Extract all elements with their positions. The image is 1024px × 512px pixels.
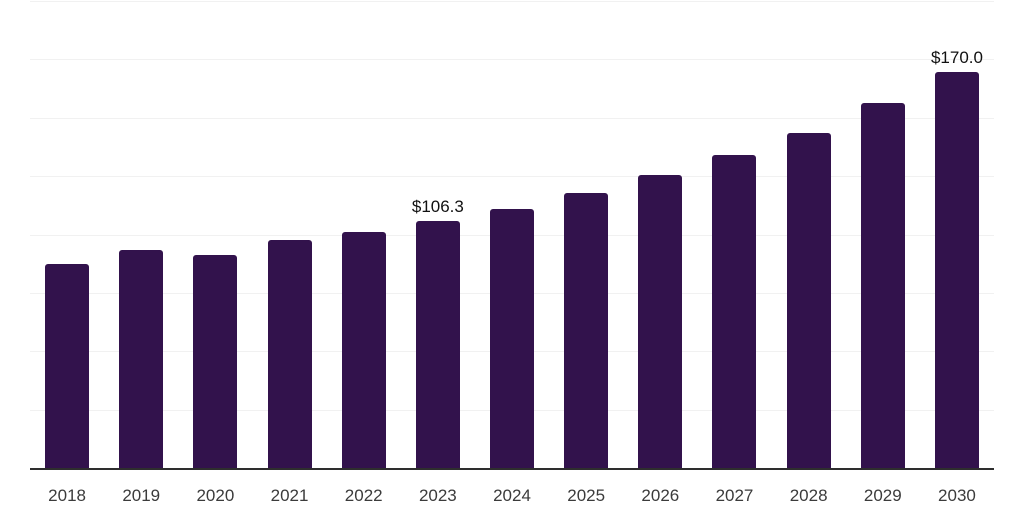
x-tick-label: 2021 [270,486,309,505]
bar-2018 [45,264,90,469]
bar-2028 [786,132,831,469]
bar-2022 [341,232,386,469]
bar-2027 [712,155,757,469]
gridline [30,1,994,2]
bar-2030 [934,72,979,469]
bar-2025 [564,193,609,469]
bar-2019 [119,250,164,469]
bar-slot: $106.3 [401,2,475,469]
bar-2021 [267,240,312,469]
bar-slot [772,2,846,469]
x-tick-label: 2029 [863,486,902,505]
bar-slot [178,2,252,469]
bar-slot [104,2,178,469]
bar-slot [327,2,401,469]
x-tick-label: 2023 [418,486,457,505]
bar-2026 [638,175,683,469]
x-tick-label: 2020 [196,486,235,505]
x-tick-label: 2022 [344,486,383,505]
plot-area: $106.3 $170.0 [30,1,994,470]
gridline [30,117,994,119]
gridline [30,59,994,61]
bar-2029 [860,103,905,469]
x-tick-label: 2024 [493,486,531,505]
x-tick-label: 2018 [48,486,86,505]
bar-slot [549,2,623,469]
x-axis-labels: 2018 2019 2020 2021 2022 2023 2024 2025 2026 2027… [30,471,994,504]
bars: $106.3 $170.0 [30,2,994,469]
gridline [30,176,994,178]
bar-slot: $170.0 [920,2,994,469]
bar-slot [252,2,326,469]
bar-slot [30,2,104,469]
x-tick-label: 2028 [789,486,828,505]
bar-2024 [490,208,535,469]
x-tick-label: 2019 [122,486,161,505]
bar-slot [475,2,549,469]
bar-2020 [193,255,238,469]
bar-2023 [415,220,460,469]
bar-value-label: $106.3 [411,196,464,216]
bar-slot [846,2,920,469]
x-tick-label: 2030 [938,486,976,505]
x-axis-line [30,468,994,470]
x-tick-label: 2027 [715,486,754,505]
bar-slot [697,2,771,469]
bar-value-label: $170.0 [930,48,983,68]
x-tick-label: 2025 [567,486,606,505]
bar-slot [623,2,697,469]
x-tick-label: 2026 [641,486,680,505]
